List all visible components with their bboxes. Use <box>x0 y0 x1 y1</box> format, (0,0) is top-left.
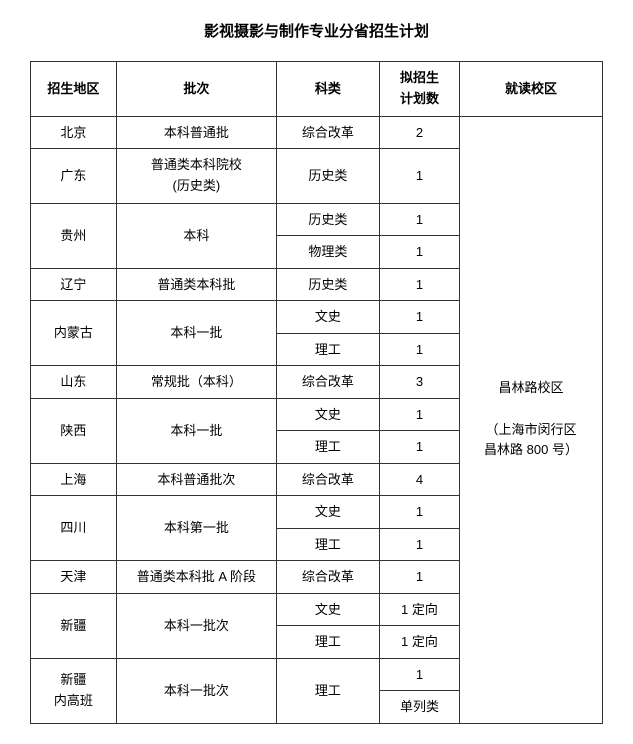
cell-region: 新疆 内高班 <box>31 658 117 723</box>
table-row: 北京 本科普通批 综合改革 2 昌林路校区 （上海市闵行区 昌林路 800 号） <box>31 116 603 149</box>
batch-l2: (历史类) <box>173 178 221 193</box>
cell-subject: 理工 <box>276 333 379 366</box>
admission-table: 招生地区 批次 科类 拟招生 计划数 就读校区 北京 本科普通批 综合改革 2 … <box>30 61 603 724</box>
cell-region: 天津 <box>31 561 117 594</box>
cell-subject: 综合改革 <box>276 561 379 594</box>
cell-plan: 1 定向 <box>379 593 459 626</box>
cell-plan: 1 <box>379 658 459 691</box>
header-row: 招生地区 批次 科类 拟招生 计划数 就读校区 <box>31 62 603 117</box>
cell-plan: 1 <box>379 333 459 366</box>
campus-l3: 昌林路 800 号） <box>484 442 578 457</box>
cell-region: 新疆 <box>31 593 117 658</box>
header-plan: 拟招生 计划数 <box>379 62 459 117</box>
cell-batch: 普通类本科批 <box>116 268 276 301</box>
cell-region: 辽宁 <box>31 268 117 301</box>
cell-batch: 普通类本科院校 (历史类) <box>116 149 276 204</box>
header-subject: 科类 <box>276 62 379 117</box>
cell-plan: 3 <box>379 366 459 399</box>
cell-plan: 1 <box>379 268 459 301</box>
cell-plan: 1 <box>379 301 459 334</box>
cell-subject: 历史类 <box>276 149 379 204</box>
region-l1: 新疆 <box>60 672 86 687</box>
cell-subject: 文史 <box>276 496 379 529</box>
cell-region: 内蒙古 <box>31 301 117 366</box>
cell-subject: 理工 <box>276 626 379 659</box>
cell-batch: 普通类本科批 A 阶段 <box>116 561 276 594</box>
cell-batch: 本科 <box>116 203 276 268</box>
header-region: 招生地区 <box>31 62 117 117</box>
cell-subject: 文史 <box>276 398 379 431</box>
cell-plan: 1 定向 <box>379 626 459 659</box>
cell-plan: 1 <box>379 236 459 269</box>
cell-region: 四川 <box>31 496 117 561</box>
cell-batch: 本科普通批 <box>116 116 276 149</box>
cell-plan: 1 <box>379 398 459 431</box>
region-l2: 内高班 <box>54 693 93 708</box>
cell-subject: 文史 <box>276 593 379 626</box>
cell-plan: 2 <box>379 116 459 149</box>
campus-l1: 昌林路校区 <box>498 380 563 395</box>
cell-plan: 1 <box>379 528 459 561</box>
cell-batch: 常规批（本科） <box>116 366 276 399</box>
cell-region: 上海 <box>31 463 117 496</box>
header-plan-l2: 计划数 <box>400 91 439 106</box>
cell-batch: 本科一批 <box>116 301 276 366</box>
cell-region: 广东 <box>31 149 117 204</box>
cell-subject: 理工 <box>276 431 379 464</box>
batch-l1: 普通类本科院校 <box>151 157 242 172</box>
cell-subject: 综合改革 <box>276 366 379 399</box>
cell-batch: 本科一批次 <box>116 593 276 658</box>
campus-l2: （上海市闵行区 <box>485 422 576 437</box>
cell-plan: 1 <box>379 496 459 529</box>
cell-plan: 单列类 <box>379 691 459 724</box>
cell-region: 陕西 <box>31 398 117 463</box>
cell-batch: 本科一批 <box>116 398 276 463</box>
header-batch: 批次 <box>116 62 276 117</box>
cell-subject: 理工 <box>276 528 379 561</box>
cell-plan: 1 <box>379 431 459 464</box>
page-title: 影视摄影与制作专业分省招生计划 <box>30 20 603 41</box>
cell-subject: 物理类 <box>276 236 379 269</box>
cell-subject: 文史 <box>276 301 379 334</box>
cell-plan: 1 <box>379 203 459 236</box>
cell-plan: 4 <box>379 463 459 496</box>
cell-plan: 1 <box>379 561 459 594</box>
cell-subject: 综合改革 <box>276 116 379 149</box>
cell-batch: 本科一批次 <box>116 658 276 723</box>
cell-region: 贵州 <box>31 203 117 268</box>
cell-subject: 理工 <box>276 658 379 723</box>
cell-campus: 昌林路校区 （上海市闵行区 昌林路 800 号） <box>459 116 602 723</box>
cell-batch: 本科普通批次 <box>116 463 276 496</box>
cell-subject: 历史类 <box>276 203 379 236</box>
header-campus: 就读校区 <box>459 62 602 117</box>
cell-subject: 综合改革 <box>276 463 379 496</box>
cell-subject: 历史类 <box>276 268 379 301</box>
cell-region: 山东 <box>31 366 117 399</box>
cell-region: 北京 <box>31 116 117 149</box>
cell-plan: 1 <box>379 149 459 204</box>
cell-batch: 本科第一批 <box>116 496 276 561</box>
header-plan-l1: 拟招生 <box>400 70 439 85</box>
